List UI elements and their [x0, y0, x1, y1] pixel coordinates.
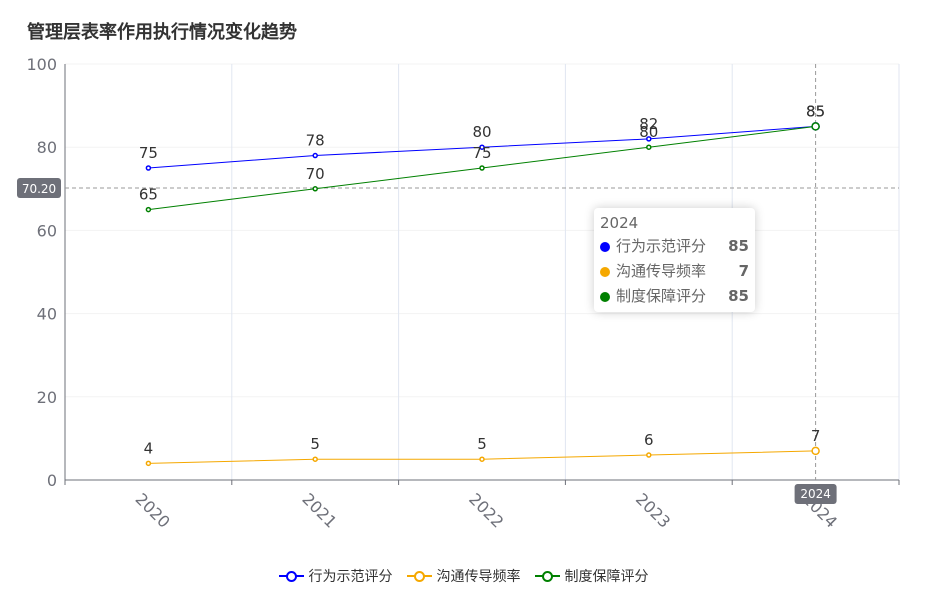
data-label: 78 [306, 132, 325, 150]
x-tick-label: 2022 [465, 489, 507, 531]
tooltip-series-name: 行为示范评分 [616, 237, 707, 255]
data-point [145, 206, 152, 213]
legend-label: 沟通传导频率 [436, 569, 521, 585]
chart-legend: 行为示范评分 沟通传导频率 制度保障评分 [0, 566, 927, 586]
chart-title: 管理层表率作用执行情况变化趋势 [27, 22, 297, 43]
data-point [811, 122, 820, 131]
data-point [312, 186, 318, 192]
data-point [312, 152, 318, 159]
legend-line-circle-icon [406, 569, 432, 583]
y-tick-label: 60 [37, 221, 57, 240]
y-tick-label: 20 [37, 388, 57, 407]
tooltip-dot-icon [600, 266, 610, 277]
crosshair-x-value-label: 2024 [800, 487, 831, 501]
legend-item[interactable]: 行为示范评分 [278, 566, 393, 586]
data-label: 80 [639, 123, 658, 141]
data-point [646, 136, 652, 142]
data-label: 82 [639, 115, 658, 133]
data-point [479, 456, 485, 462]
data-point [479, 165, 485, 171]
tooltip-row: 行为示范评分 85 [600, 234, 749, 259]
x-tick-label: 2023 [632, 489, 674, 531]
y-tick-label: 40 [37, 305, 57, 324]
data-label: 75 [472, 144, 491, 162]
crosshair-x-badge [794, 484, 837, 504]
data-label: 4 [144, 439, 154, 457]
tooltip-dot-icon [600, 241, 610, 252]
data-label: 5 [477, 435, 487, 453]
data-label: 80 [472, 123, 491, 141]
tooltip-series-value: 85 [728, 237, 749, 255]
data-point [145, 165, 152, 171]
data-label: 5 [310, 435, 320, 453]
x-tick-label: 2021 [298, 489, 340, 531]
legend-line-circle-icon [534, 569, 560, 583]
y-tick-label: 80 [37, 138, 57, 157]
data-label: 85 [806, 102, 825, 120]
tooltip-title: 2024 [600, 214, 639, 232]
data-point [646, 144, 652, 150]
tooltip-dot-icon [600, 291, 610, 302]
legend-label: 行为示范评分 [308, 569, 393, 585]
legend-item[interactable]: 沟通传导频率 [406, 566, 521, 586]
legend-item[interactable]: 制度保障评分 [534, 566, 649, 586]
legend-line-circle-icon [278, 569, 304, 583]
tooltip-row: 制度保障评分 85 [600, 284, 749, 309]
data-label: 6 [644, 431, 654, 449]
data-point [646, 452, 652, 458]
crosshair-y-badge [17, 177, 61, 198]
data-point [811, 446, 820, 456]
data-point [312, 456, 318, 462]
chart-tooltip: 2024 行为示范评分 85 沟通传导频率 7 制度保障评分 85 [594, 208, 755, 312]
legend-label: 制度保障评分 [564, 569, 649, 585]
data-label: 65 [139, 186, 158, 204]
data-point [145, 460, 152, 467]
y-tick-label: 0 [47, 471, 57, 490]
data-label: 85 [806, 102, 825, 120]
tooltip-series-value: 85 [728, 287, 749, 305]
crosshair-y-value-label: 70.20 [22, 182, 56, 196]
x-tick-label: 2020 [132, 489, 174, 531]
data-label: 70 [306, 165, 325, 183]
data-label: 7 [811, 427, 821, 445]
tooltip-series-name: 沟通传导频率 [616, 262, 707, 280]
data-point [479, 144, 485, 150]
data-label: 75 [139, 144, 158, 162]
tooltip-row: 沟通传导频率 7 [600, 259, 749, 284]
tooltip-series-name: 制度保障评分 [616, 287, 707, 305]
tooltip-series-value: 7 [738, 262, 749, 280]
y-tick-label: 100 [26, 55, 57, 74]
